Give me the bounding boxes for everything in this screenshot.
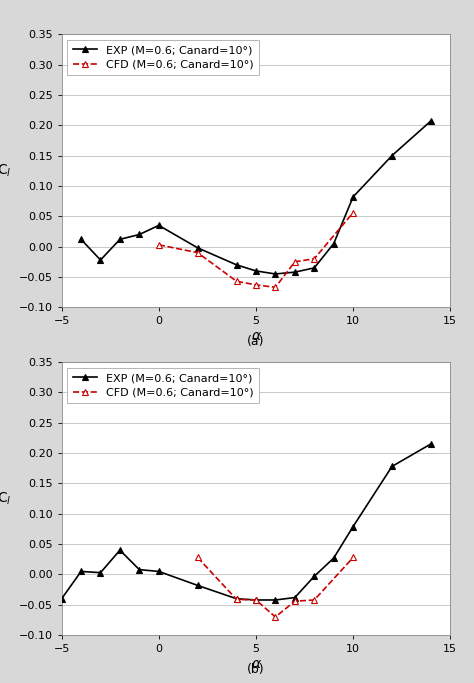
EXP (M=0.6; Canard=10°) [253,267,259,275]
CFD (M=0.6; Canard=10°) [195,249,201,257]
EXP (M=0.6; Canard=10°) [98,568,103,576]
EXP (M=0.6; Canard=10°) [156,568,162,576]
EXP (M=0.6; Canard=10°) [117,235,123,243]
EXP (M=0.6; Canard=10°) [389,462,395,471]
EXP (M=0.6; Canard=10°) [389,152,395,160]
EXP (M=0.6; Canard=10°) [311,264,317,272]
Line: CFD (M=0.6; Canard=10°): CFD (M=0.6; Canard=10°) [194,554,356,620]
CFD (M=0.6; Canard=10°) [311,596,317,604]
CFD (M=0.6; Canard=10°) [292,257,298,266]
CFD (M=0.6; Canard=10°) [195,553,201,561]
EXP (M=0.6; Canard=10°) [117,546,123,555]
EXP (M=0.6; Canard=10°) [428,117,434,125]
EXP (M=0.6; Canard=10°) [234,261,239,269]
EXP (M=0.6; Canard=10°) [292,594,298,602]
Text: (a): (a) [247,335,264,348]
EXP (M=0.6; Canard=10°) [253,596,259,604]
CFD (M=0.6; Canard=10°) [292,597,298,605]
EXP (M=0.6; Canard=10°) [137,566,142,574]
Line: EXP (M=0.6; Canard=10°): EXP (M=0.6; Canard=10°) [78,117,434,277]
CFD (M=0.6; Canard=10°) [234,277,239,285]
EXP (M=0.6; Canard=10°) [78,568,84,576]
CFD (M=0.6; Canard=10°) [350,208,356,217]
EXP (M=0.6; Canard=10°) [273,596,278,604]
EXP (M=0.6; Canard=10°) [311,572,317,581]
EXP (M=0.6; Canard=10°) [292,268,298,276]
EXP (M=0.6; Canard=10°) [273,270,278,278]
EXP (M=0.6; Canard=10°) [350,522,356,531]
Y-axis label: C$_l$: C$_l$ [0,490,12,507]
CFD (M=0.6; Canard=10°) [234,596,239,604]
X-axis label: α: α [251,329,261,343]
EXP (M=0.6; Canard=10°) [428,440,434,448]
EXP (M=0.6; Canard=10°) [350,193,356,201]
CFD (M=0.6; Canard=10°) [273,613,278,621]
EXP (M=0.6; Canard=10°) [98,256,103,264]
CFD (M=0.6; Canard=10°) [253,281,259,289]
X-axis label: α: α [251,657,261,671]
CFD (M=0.6; Canard=10°) [350,553,356,561]
EXP (M=0.6; Canard=10°) [195,581,201,589]
EXP (M=0.6; Canard=10°) [156,221,162,229]
Y-axis label: C$_l$: C$_l$ [0,163,12,179]
Line: EXP (M=0.6; Canard=10°): EXP (M=0.6; Canard=10°) [58,441,434,604]
CFD (M=0.6; Canard=10°) [311,255,317,263]
EXP (M=0.6; Canard=10°) [331,240,337,248]
Line: CFD (M=0.6; Canard=10°): CFD (M=0.6; Canard=10°) [155,209,356,291]
Legend: EXP (M=0.6; Canard=10°), CFD (M=0.6; Canard=10°): EXP (M=0.6; Canard=10°), CFD (M=0.6; Can… [67,367,259,404]
EXP (M=0.6; Canard=10°) [59,595,64,603]
Text: (b): (b) [247,663,265,675]
EXP (M=0.6; Canard=10°) [78,235,84,243]
EXP (M=0.6; Canard=10°) [331,554,337,562]
Legend: EXP (M=0.6; Canard=10°), CFD (M=0.6; Canard=10°): EXP (M=0.6; Canard=10°), CFD (M=0.6; Can… [67,40,259,76]
EXP (M=0.6; Canard=10°) [137,230,142,238]
EXP (M=0.6; Canard=10°) [195,244,201,252]
EXP (M=0.6; Canard=10°) [234,595,239,603]
CFD (M=0.6; Canard=10°) [273,283,278,292]
CFD (M=0.6; Canard=10°) [253,596,259,604]
CFD (M=0.6; Canard=10°) [156,240,162,249]
